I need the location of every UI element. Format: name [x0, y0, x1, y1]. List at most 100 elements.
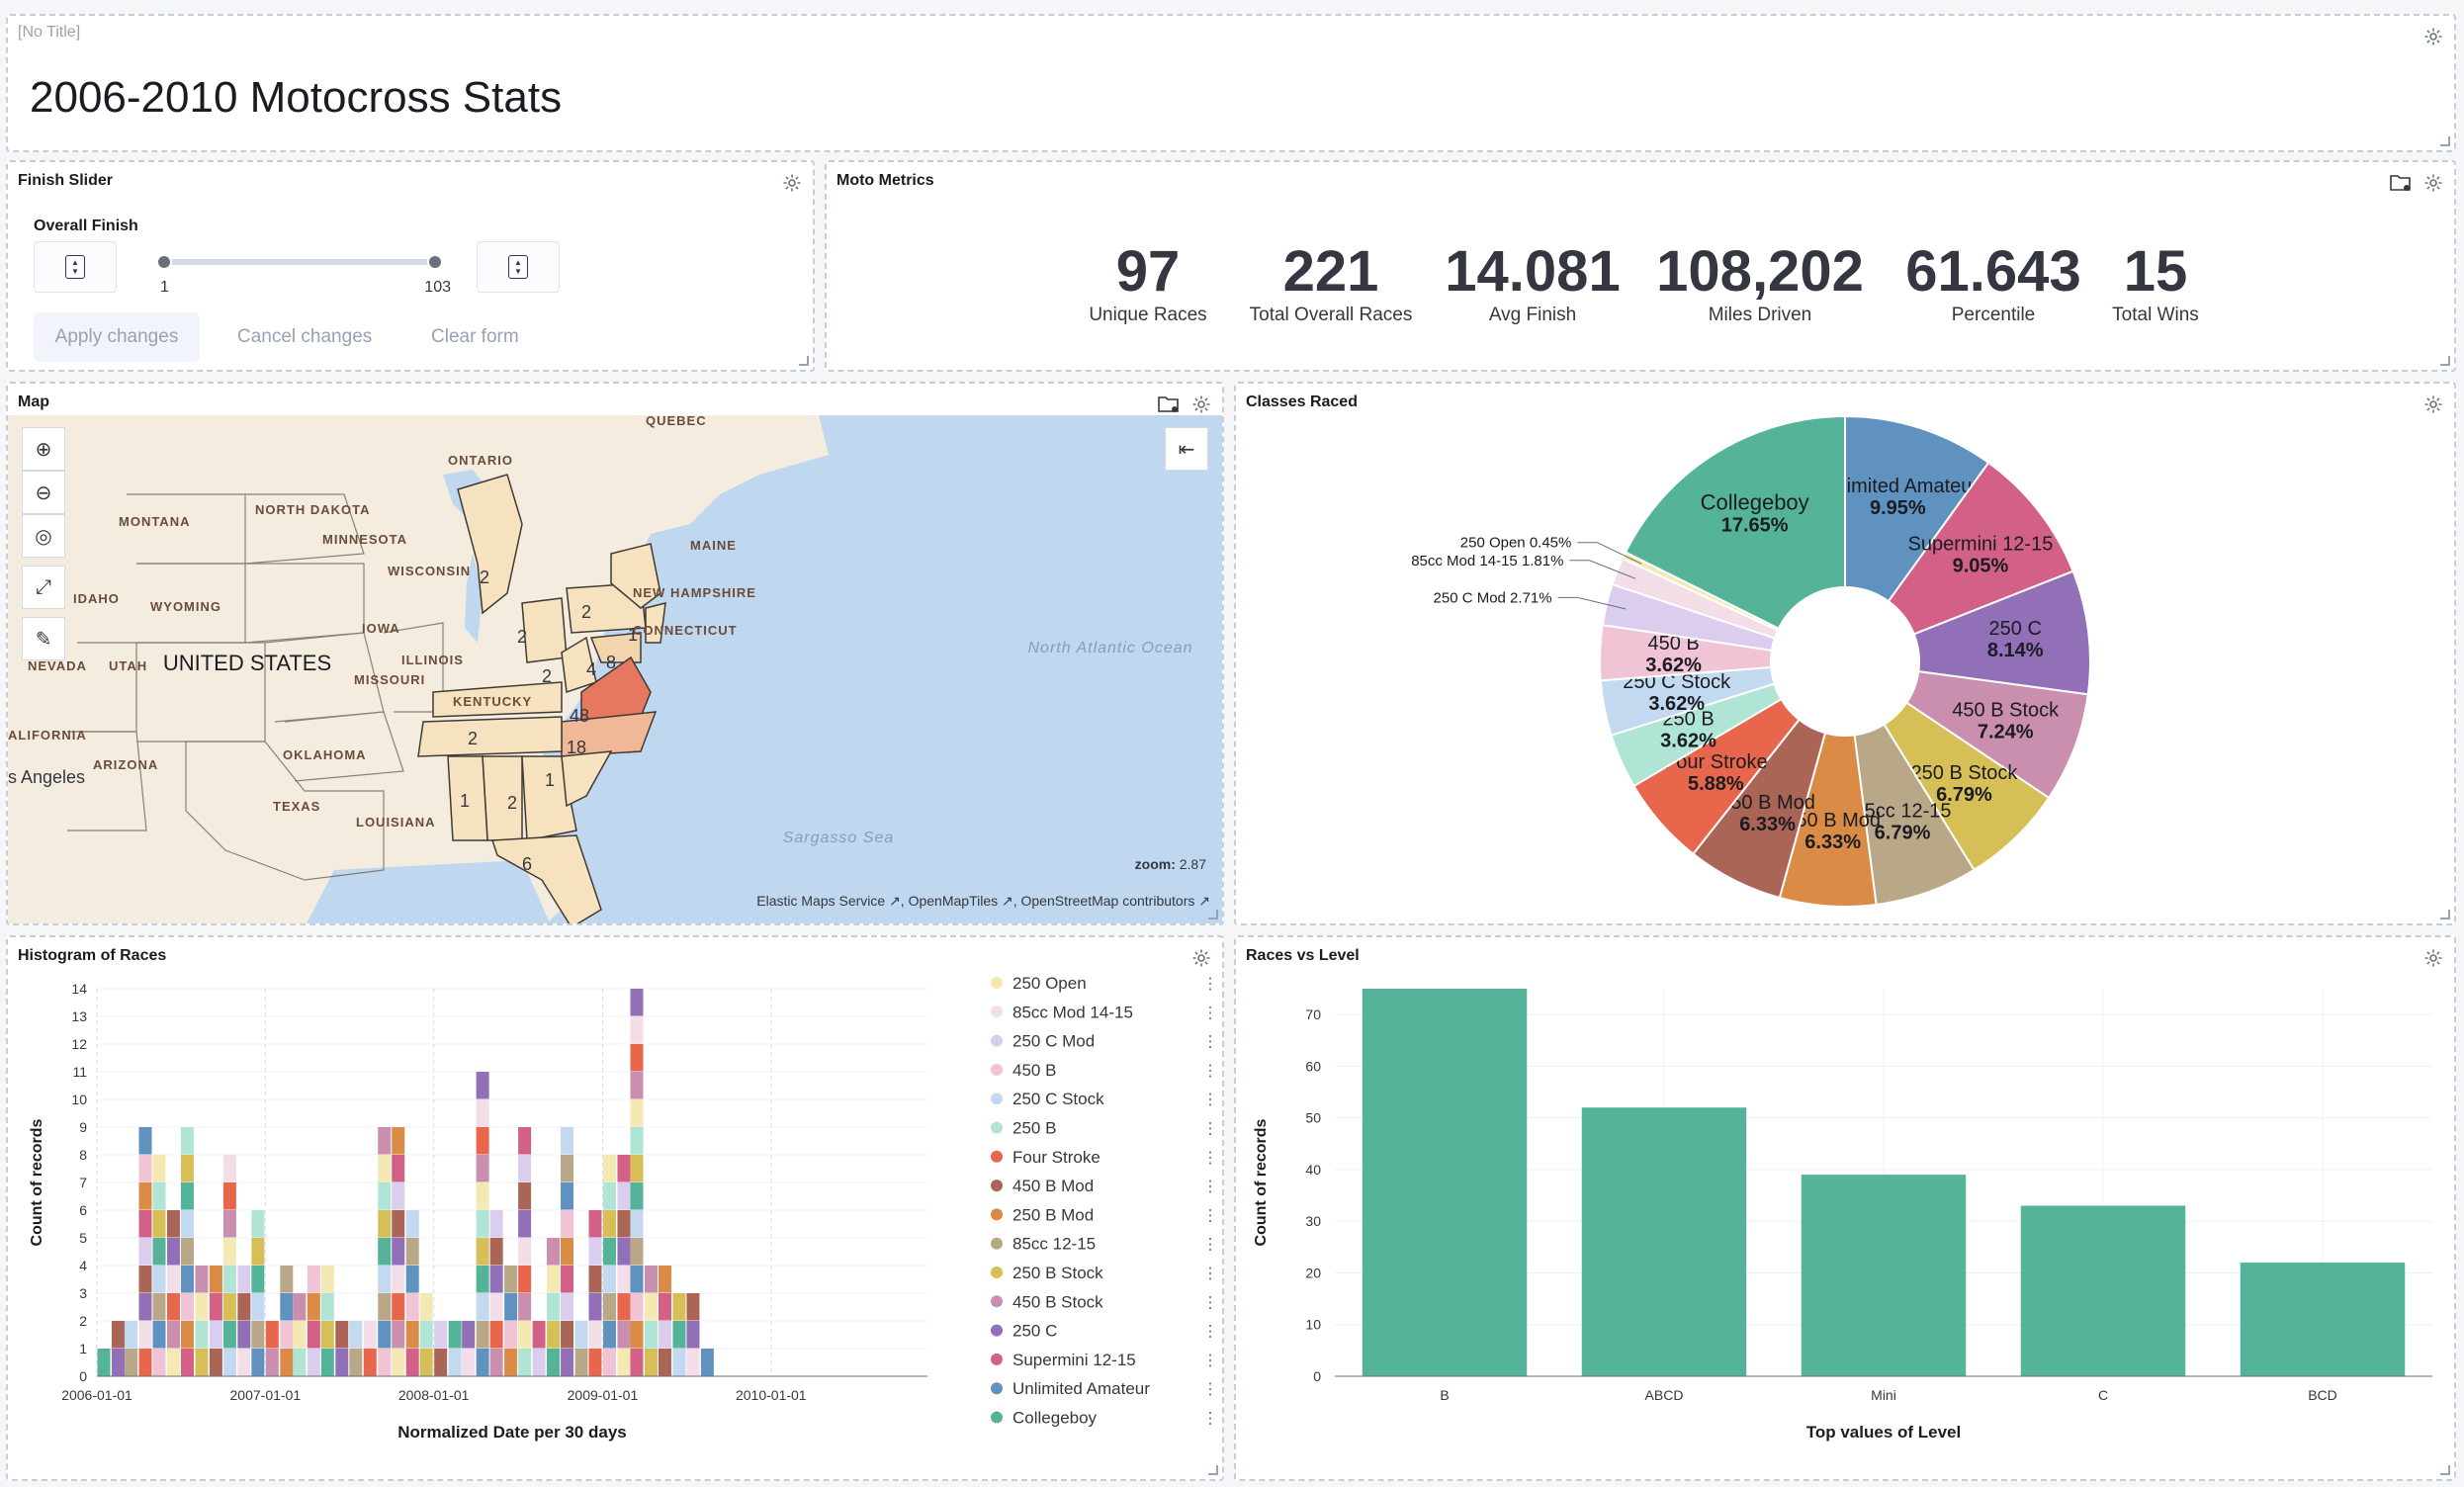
histogram-bar[interactable] — [617, 1182, 631, 1210]
histogram-bar[interactable] — [419, 1293, 433, 1321]
histogram-bar[interactable] — [378, 1127, 392, 1155]
histogram-bar[interactable] — [518, 1349, 532, 1376]
legend-item-unlimited-amateur[interactable]: Unlimited Amateur — [1012, 1379, 1150, 1398]
histogram-bar[interactable] — [320, 1266, 334, 1293]
resize-handle[interactable] — [799, 356, 809, 366]
histogram-bar[interactable] — [125, 1349, 138, 1376]
histogram-bar[interactable] — [209, 1266, 222, 1293]
histogram-bar[interactable] — [561, 1155, 574, 1182]
layer-toggle-icon[interactable]: ⇤ — [1165, 427, 1208, 471]
histogram-bar[interactable] — [602, 1266, 616, 1293]
map-canvas[interactable]: 2 2 2 2 4 8 1 48 18 2 1 2 1 6 QUEBEC ONT… — [8, 415, 1224, 925]
histogram-bar[interactable] — [686, 1349, 700, 1376]
histogram-bar[interactable] — [532, 1349, 546, 1376]
histogram-bar[interactable] — [630, 1266, 644, 1293]
stepper-icon[interactable]: ▲ ▼ — [65, 255, 85, 279]
histogram-bar[interactable] — [265, 1321, 279, 1349]
histogram-bar[interactable] — [588, 1210, 602, 1238]
histogram-bar[interactable] — [602, 1349, 616, 1376]
bar-mini[interactable] — [1801, 1175, 1967, 1376]
histogram-bar[interactable] — [125, 1321, 138, 1349]
histogram-bar[interactable] — [489, 1266, 503, 1293]
histogram-bar[interactable] — [630, 1182, 644, 1210]
histogram-bar[interactable] — [166, 1266, 180, 1293]
histogram-bar[interactable] — [293, 1321, 307, 1349]
histogram-bar[interactable] — [686, 1321, 700, 1349]
range-slider[interactable]: 1 103 — [156, 249, 451, 296]
histogram-bar[interactable] — [476, 1210, 489, 1238]
histogram-bar[interactable] — [561, 1266, 574, 1293]
histogram-bar[interactable] — [111, 1349, 125, 1376]
histogram-bar[interactable] — [222, 1321, 236, 1349]
legend-action-icon[interactable]: ⋮ — [1202, 1207, 1218, 1224]
histogram-bar[interactable] — [602, 1321, 616, 1349]
histogram-bar[interactable] — [392, 1210, 405, 1238]
histogram-bar[interactable] — [462, 1321, 476, 1349]
resize-handle[interactable] — [2440, 910, 2450, 919]
histogram-bar[interactable] — [476, 1293, 489, 1321]
histogram-bar[interactable] — [222, 1266, 236, 1293]
histogram-bar[interactable] — [251, 1321, 265, 1349]
histogram-bar[interactable] — [630, 1293, 644, 1321]
zoom-in-icon[interactable]: ⊕ — [22, 427, 65, 471]
histogram-bar[interactable] — [617, 1266, 631, 1293]
histogram-bar[interactable] — [644, 1266, 658, 1293]
histogram-bar[interactable] — [561, 1127, 574, 1155]
histogram-bar[interactable] — [392, 1155, 405, 1182]
histogram-bar[interactable] — [349, 1349, 363, 1376]
histogram-bar[interactable] — [630, 989, 644, 1016]
histogram-bar[interactable] — [547, 1349, 561, 1376]
histogram-bar[interactable] — [180, 1238, 194, 1266]
histogram-bar[interactable] — [547, 1293, 561, 1321]
histogram-bar[interactable] — [658, 1321, 671, 1349]
histogram-bar[interactable] — [195, 1349, 209, 1376]
histogram-bar[interactable] — [392, 1238, 405, 1266]
legend-action-icon[interactable]: ⋮ — [1202, 1381, 1218, 1398]
pie-slice-supermini-12-15[interactable] — [1887, 461, 2074, 636]
histogram-bar[interactable] — [138, 1127, 152, 1155]
histogram-bar[interactable] — [265, 1349, 279, 1376]
histogram-bar[interactable] — [630, 1155, 644, 1182]
legend-item-250-b-stock[interactable]: 250 B Stock — [1012, 1264, 1103, 1282]
histogram-bar[interactable] — [448, 1349, 462, 1376]
map-attribution[interactable]: Elastic Maps Service ↗, OpenMapTiles ↗, … — [756, 893, 1210, 909]
histogram-bar[interactable] — [180, 1182, 194, 1210]
legend-action-icon[interactable]: ⋮ — [1202, 976, 1218, 993]
histogram-bar[interactable] — [588, 1321, 602, 1349]
histogram-bar[interactable] — [237, 1293, 251, 1321]
fit-bounds-icon[interactable]: ⤢ — [22, 566, 65, 609]
histogram-bar[interactable] — [518, 1266, 532, 1293]
histogram-bar[interactable] — [166, 1321, 180, 1349]
histogram-bar[interactable] — [561, 1293, 574, 1321]
histogram-bar[interactable] — [180, 1321, 194, 1349]
histogram-bar[interactable] — [504, 1266, 518, 1293]
histogram-bar[interactable] — [672, 1321, 686, 1349]
histogram-bar[interactable] — [280, 1349, 294, 1376]
histogram-bar[interactable] — [518, 1182, 532, 1210]
histogram-bar[interactable] — [588, 1266, 602, 1293]
histogram-bar[interactable] — [251, 1210, 265, 1238]
histogram-bar[interactable] — [392, 1293, 405, 1321]
folder-icon[interactable] — [1155, 392, 1183, 417]
histogram-bar[interactable] — [307, 1266, 320, 1293]
histogram-bar[interactable] — [518, 1238, 532, 1266]
histogram-bar[interactable] — [532, 1321, 546, 1349]
pie-slice-unlimited-amateur[interactable] — [1844, 415, 1990, 603]
histogram-bar[interactable] — [138, 1349, 152, 1376]
histogram-bar[interactable] — [209, 1293, 222, 1321]
histogram-bar[interactable] — [237, 1321, 251, 1349]
histogram-bar[interactable] — [97, 1349, 111, 1376]
histogram-bar[interactable] — [152, 1238, 166, 1266]
legend-action-icon[interactable]: ⋮ — [1202, 1324, 1218, 1341]
histogram-bar[interactable] — [166, 1349, 180, 1376]
histogram-bar[interactable] — [111, 1321, 125, 1349]
slider-min-handle[interactable] — [156, 254, 172, 270]
resize-handle[interactable] — [2440, 1465, 2450, 1475]
histogram-bar[interactable] — [602, 1293, 616, 1321]
histogram-bar[interactable] — [672, 1349, 686, 1376]
max-value-input[interactable]: ▲ ▼ — [477, 241, 560, 293]
legend-action-icon[interactable]: ⋮ — [1202, 1005, 1218, 1021]
histogram-bar[interactable] — [561, 1238, 574, 1266]
histogram-bar[interactable] — [588, 1293, 602, 1321]
histogram-bar[interactable] — [617, 1293, 631, 1321]
